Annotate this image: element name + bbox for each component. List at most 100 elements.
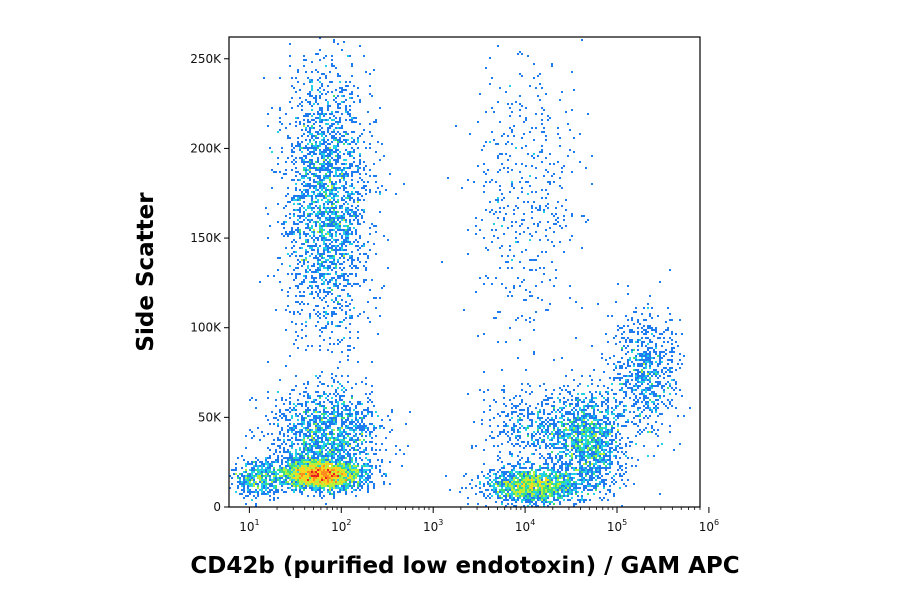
- scatter-point: [335, 227, 337, 229]
- scatter-point: [621, 413, 623, 415]
- scatter-point: [647, 327, 649, 329]
- scatter-point: [313, 279, 315, 281]
- scatter-point: [339, 415, 341, 417]
- scatter-point: [327, 171, 329, 173]
- scatter-point: [327, 167, 329, 169]
- scatter-point: [637, 431, 639, 433]
- scatter-point: [303, 461, 305, 463]
- scatter-point: [559, 145, 561, 147]
- scatter-point: [327, 349, 329, 351]
- scatter-point: [331, 183, 333, 185]
- scatter-point: [331, 125, 333, 127]
- scatter-point: [271, 461, 273, 463]
- scatter-point: [319, 297, 321, 299]
- scatter-point: [329, 233, 331, 235]
- scatter-point: [321, 183, 323, 185]
- scatter-point: [327, 245, 329, 247]
- scatter-point: [517, 405, 519, 407]
- scatter-point: [539, 207, 541, 209]
- scatter-point: [321, 433, 323, 435]
- scatter-point: [525, 429, 527, 431]
- scatter-point: [323, 151, 325, 153]
- scatter-point: [323, 281, 325, 283]
- scatter-point: [307, 303, 309, 305]
- scatter-point: [529, 175, 531, 177]
- scatter-point: [509, 127, 511, 129]
- scatter-point: [333, 229, 335, 231]
- scatter-point: [323, 159, 325, 161]
- scatter-point: [321, 441, 323, 443]
- scatter-point: [367, 411, 369, 413]
- scatter-point: [327, 453, 329, 455]
- scatter-point: [627, 379, 629, 381]
- scatter-point: [295, 195, 297, 197]
- scatter-point: [629, 371, 631, 373]
- scatter-point: [319, 401, 321, 403]
- scatter-point: [331, 465, 333, 467]
- scatter-point: [483, 283, 485, 285]
- scatter-point: [313, 119, 315, 121]
- scatter-point: [315, 285, 317, 287]
- scatter-point: [641, 379, 643, 381]
- scatter-point: [321, 169, 323, 171]
- scatter-point: [557, 437, 559, 439]
- scatter-point: [569, 451, 571, 453]
- scatter-point: [311, 461, 313, 463]
- scatter-point: [637, 345, 639, 347]
- scatter-point: [641, 343, 643, 345]
- scatter-point: [357, 147, 359, 149]
- scatter-point: [289, 201, 291, 203]
- scatter-point: [313, 149, 315, 151]
- scatter-point: [553, 231, 555, 233]
- scatter-point: [613, 363, 615, 365]
- scatter-point: [317, 183, 319, 185]
- scatter-point: [259, 465, 261, 467]
- scatter-point: [367, 409, 369, 411]
- scatter-point: [339, 249, 341, 251]
- scatter-point: [347, 211, 349, 213]
- scatter-point: [307, 453, 309, 455]
- scatter-point: [337, 211, 339, 213]
- scatter-point: [587, 449, 589, 451]
- scatter-point: [527, 383, 529, 385]
- scatter-point: [557, 435, 559, 437]
- scatter-point: [311, 225, 313, 227]
- scatter-point: [361, 381, 363, 383]
- scatter-point: [559, 177, 561, 179]
- scatter-point: [293, 221, 295, 223]
- scatter-point: [647, 401, 649, 403]
- scatter-point: [339, 431, 341, 433]
- scatter-point: [329, 169, 331, 171]
- scatter-point: [291, 233, 293, 235]
- scatter-point: [363, 221, 365, 223]
- scatter-point: [337, 325, 339, 327]
- scatter-point: [273, 275, 275, 277]
- scatter-point: [335, 389, 337, 391]
- scatter-point: [335, 439, 337, 441]
- scatter-point: [331, 237, 333, 239]
- scatter-point: [369, 73, 371, 75]
- scatter-point: [583, 463, 585, 465]
- scatter-point: [345, 239, 347, 241]
- scatter-point: [313, 181, 315, 183]
- scatter-point: [313, 139, 315, 141]
- scatter-point: [335, 133, 337, 135]
- scatter-point: [345, 233, 347, 235]
- scatter-point: [621, 389, 623, 391]
- scatter-point: [317, 439, 319, 441]
- scatter-point: [645, 415, 647, 417]
- scatter-point: [337, 195, 339, 197]
- scatter-point: [651, 411, 653, 413]
- scatter-point: [245, 465, 247, 467]
- scatter-point: [631, 389, 633, 391]
- scatter-point: [655, 385, 657, 387]
- scatter-point: [483, 333, 485, 335]
- scatter-point: [317, 167, 319, 169]
- scatter-point: [557, 447, 559, 449]
- scatter-point: [637, 331, 639, 333]
- scatter-point: [485, 275, 487, 277]
- scatter-point: [343, 431, 345, 433]
- scatter-point: [317, 403, 319, 405]
- scatter-point: [645, 375, 647, 377]
- scatter-point: [355, 213, 357, 215]
